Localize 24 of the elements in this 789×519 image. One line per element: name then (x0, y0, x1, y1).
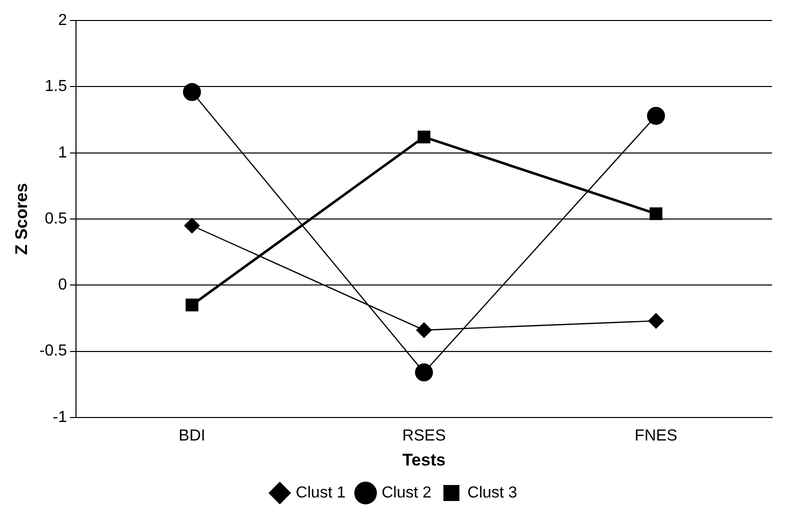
point (184, 218, 200, 234)
y-tick-label: 1.5 (44, 78, 68, 96)
y-axis-title: Z Scores (12, 183, 31, 255)
y-tick-label: -0.5 (39, 342, 68, 360)
x-tick-label: RSES (402, 427, 446, 444)
y-tick-label: 1 (58, 144, 68, 162)
x-tick-label: BDI (178, 427, 206, 444)
point (650, 207, 662, 220)
legend-label: Clust 3 (467, 484, 518, 502)
legend-label: Clust 2 (382, 484, 432, 502)
x-tick-label: FNES (634, 427, 678, 444)
point (416, 322, 432, 338)
point (182, 83, 201, 102)
point (418, 130, 430, 144)
y-tick-label: 0.5 (44, 210, 68, 228)
point (648, 312, 664, 329)
legend-label: Clust 1 (296, 484, 346, 502)
point (414, 363, 433, 382)
x-axis-title: Tests (402, 450, 446, 470)
y-tick-label: 2 (58, 12, 68, 30)
y-tick-label: -1 (52, 408, 68, 426)
point (186, 298, 198, 312)
point (646, 106, 665, 125)
y-tick-label: 0 (58, 276, 68, 294)
